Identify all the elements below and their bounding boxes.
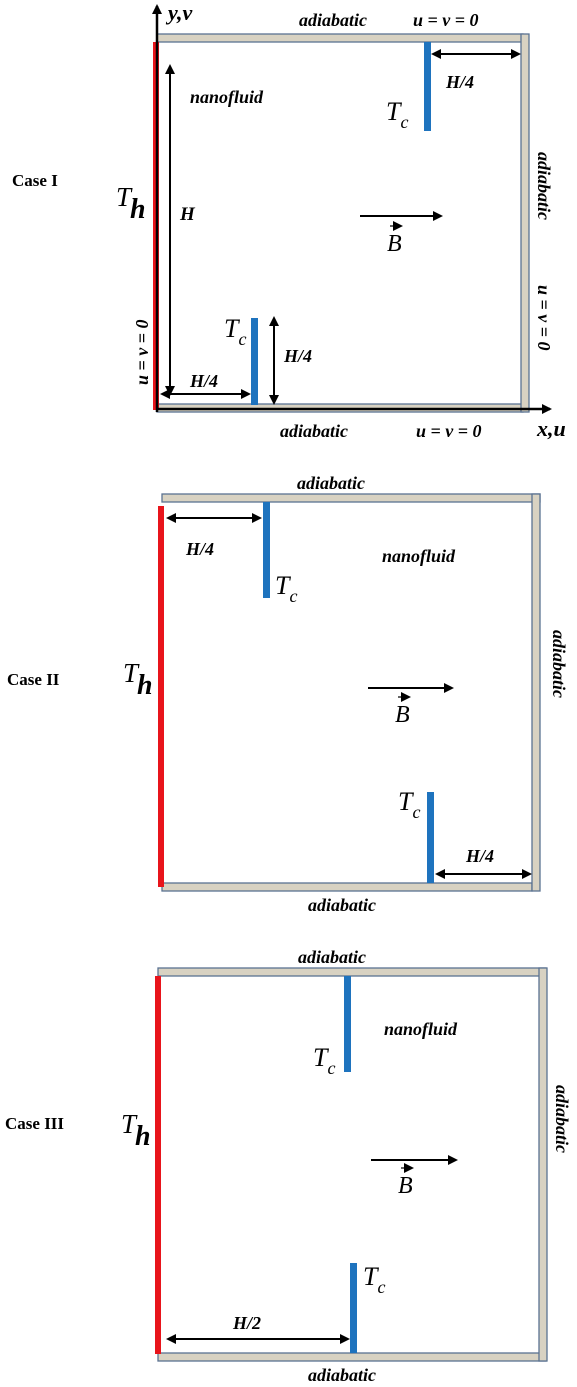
case-2-top-adiabatic: adiabatic xyxy=(297,473,365,493)
case-3-top-wall xyxy=(157,967,547,977)
case-1: Case I y,v x,u adiabatic u = v = 0 adiab… xyxy=(12,0,566,441)
case-1-hot-label: Th xyxy=(116,182,146,225)
case-3-bottom-dim-label: H/2 xyxy=(232,1313,261,1333)
case-1-label: Case I xyxy=(12,171,58,190)
case-1-cold-fin-top xyxy=(424,42,431,131)
case-2-bottom-adiabatic: adiabatic xyxy=(308,895,376,915)
case-2-cold-bottom-label: Tc xyxy=(398,787,420,822)
case-2: Case II adiabatic adiabatic adiabatic na… xyxy=(7,473,569,915)
case-2-top-wall xyxy=(161,493,541,503)
case-3-hot-wall xyxy=(155,976,161,1354)
case-3-field-label: B xyxy=(398,1173,413,1199)
case-1-height-label: H xyxy=(179,204,196,225)
case-1-left-bc: u = v = 0 xyxy=(132,319,152,385)
case-3-cold-fin-bottom xyxy=(350,1263,357,1353)
case-1-top-dim-label: H/4 xyxy=(445,72,474,92)
case-3-cold-fin-top xyxy=(344,976,351,1072)
case-3-cold-bottom-label: Tc xyxy=(363,1262,385,1297)
case-2-field-label: B xyxy=(395,702,410,728)
case-1-fin-height-label: H/4 xyxy=(283,346,312,366)
case-2-right-wall xyxy=(531,493,541,892)
case-2-cold-top-label: Tc xyxy=(275,571,297,606)
case-3: Case III adiabatic adiabatic adiabatic n… xyxy=(5,947,572,1385)
case-3-right-wall xyxy=(538,967,548,1362)
case-2-cold-fin-bottom xyxy=(427,792,434,883)
case-2-bottom-wall xyxy=(161,882,533,892)
case-1-right-adiabatic: adiabatic xyxy=(534,152,554,220)
case-3-bottom-wall xyxy=(157,1352,547,1362)
case-1-top-bc: u = v = 0 xyxy=(413,10,479,30)
case-3-cold-top-label: Tc xyxy=(313,1043,335,1078)
case-2-cold-fin-top xyxy=(263,502,270,598)
case-3-fluid-label: nanofluid xyxy=(384,1019,458,1039)
case-2-right-adiabatic: adiabatic xyxy=(549,630,569,698)
case-1-cold-top-label: Tc xyxy=(386,97,408,132)
case-2-hot-label: Th xyxy=(123,658,153,701)
case-2-fluid-label: nanofluid xyxy=(382,546,456,566)
case-1-bottom-dim-label: H/4 xyxy=(189,371,218,391)
case-2-top-dim-label: H/4 xyxy=(185,539,214,559)
case-1-bottom-adiabatic: adiabatic xyxy=(280,421,348,441)
case-1-x-axis-label: x,u xyxy=(536,416,566,441)
case-1-right-wall xyxy=(520,33,530,413)
case-1-fluid-label: nanofluid xyxy=(190,87,264,107)
case-1-field-label: B xyxy=(387,231,402,257)
case-1-top-wall xyxy=(156,33,524,43)
case-3-label: Case III xyxy=(5,1114,64,1133)
case-3-top-adiabatic: adiabatic xyxy=(298,947,366,967)
case-1-cold-bottom-label: Tc xyxy=(224,314,246,349)
case-3-right-adiabatic: adiabatic xyxy=(552,1085,572,1153)
case-2-bottom-dim-label: H/4 xyxy=(465,846,494,866)
case-1-right-bc: u = v = 0 xyxy=(534,285,554,351)
case-3-bottom-adiabatic: adiabatic xyxy=(308,1365,376,1385)
case-1-top-adiabatic: adiabatic xyxy=(299,10,367,30)
case-3-hot-label: Th xyxy=(121,1109,151,1152)
case-1-y-axis-label: y,v xyxy=(165,0,192,25)
case-1-bottom-bc: u = v = 0 xyxy=(416,421,482,441)
case-2-label: Case II xyxy=(7,670,60,689)
case-1-cold-fin-bottom xyxy=(251,318,258,405)
case-2-hot-wall xyxy=(158,506,164,887)
